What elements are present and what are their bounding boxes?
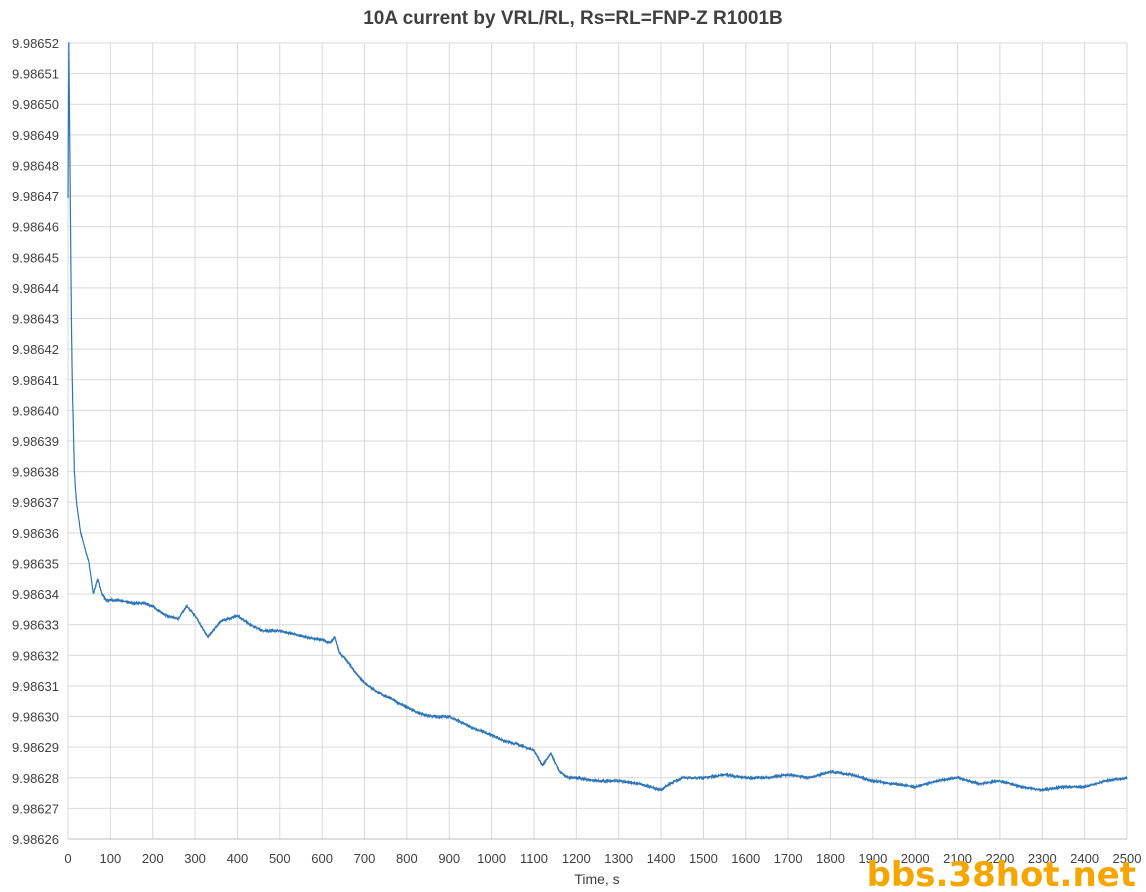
y-tick-label: 9.98638 (12, 465, 59, 480)
y-tick-label: 9.98648 (12, 158, 59, 173)
y-tick-label: 9.98634 (12, 587, 59, 602)
x-tick-label: 1300 (604, 851, 633, 866)
x-tick-label: 1500 (689, 851, 718, 866)
y-tick-label: 9.98642 (12, 342, 59, 357)
x-tick-label: 2400 (1070, 851, 1099, 866)
y-tick-label: 9.98645 (12, 250, 59, 265)
x-tick-label: 2500 (1113, 851, 1142, 866)
y-tick-label: 9.98643 (12, 312, 59, 327)
x-tick-label: 1100 (520, 851, 548, 866)
x-tick-label: 1800 (816, 851, 845, 866)
x-tick-label: 1200 (562, 851, 591, 866)
x-tick-label: 400 (227, 851, 249, 866)
y-tick-label: 9.98647 (12, 189, 59, 204)
x-tick-label: 1700 (774, 851, 803, 866)
y-tick-label: 9.98632 (12, 648, 59, 663)
y-tick-label: 9.98631 (12, 679, 59, 694)
y-tick-label: 9.98627 (12, 801, 59, 816)
y-tick-label: 9.98626 (12, 832, 59, 847)
y-axis-ticks: 9.98626 9.98627 9.98628 9.98629 9.98630 9.986… (12, 36, 59, 847)
x-tick-label: 2300 (1028, 851, 1057, 866)
y-tick-label: 9.98633 (12, 618, 59, 633)
y-tick-label: 9.98635 (12, 556, 59, 571)
x-tick-label: 0 (64, 851, 71, 866)
x-tick-label: 2000 (901, 851, 930, 866)
x-axis-ticks: 0 100 200 300 400 500 600 700 800 900 1000 1100 1200… (64, 851, 1141, 866)
x-tick-label: 1400 (647, 851, 676, 866)
y-tick-label: 9.98652 (12, 36, 59, 51)
y-tick-label: 9.98630 (12, 710, 59, 725)
y-tick-label: 9.98636 (12, 526, 59, 541)
y-tick-label: 9.98629 (12, 740, 59, 755)
series-line (67, 42, 1128, 793)
y-tick-label: 9.98651 (12, 67, 59, 82)
x-tick-label: 800 (396, 851, 418, 866)
y-tick-label: 9.98646 (12, 220, 59, 235)
x-tick-label: 1000 (477, 851, 506, 866)
y-tick-label: 9.98637 (12, 495, 59, 510)
gridlines (67, 42, 1128, 840)
y-tick-label: 9.98639 (12, 434, 59, 449)
x-tick-label: 2200 (985, 851, 1014, 866)
x-tick-label: 900 (438, 851, 460, 866)
x-tick-label: 100 (100, 851, 122, 866)
x-tick-label: 1900 (858, 851, 887, 866)
x-tick-label: 2100 (943, 851, 972, 866)
y-tick-label: 9.98640 (12, 403, 59, 418)
x-tick-label: 300 (184, 851, 206, 866)
watermark-text: bbs.38hot.net (867, 855, 1136, 892)
x-tick-label: 500 (269, 851, 291, 866)
x-tick-label: 1600 (731, 851, 760, 866)
y-tick-label: 9.98649 (12, 128, 59, 143)
x-tick-label: 200 (142, 851, 164, 866)
y-tick-label: 9.98644 (12, 281, 59, 296)
chart-title: 10A current by VRL/RL, Rs=RL=FNP-Z R1001… (363, 8, 783, 29)
x-axis-label: Time, s (574, 871, 619, 887)
x-tick-label: 600 (311, 851, 333, 866)
y-tick-label: 9.98650 (12, 97, 59, 112)
x-tick-label: 700 (354, 851, 376, 866)
y-tick-label: 9.98641 (12, 373, 59, 388)
y-tick-label: 9.98628 (12, 771, 59, 786)
